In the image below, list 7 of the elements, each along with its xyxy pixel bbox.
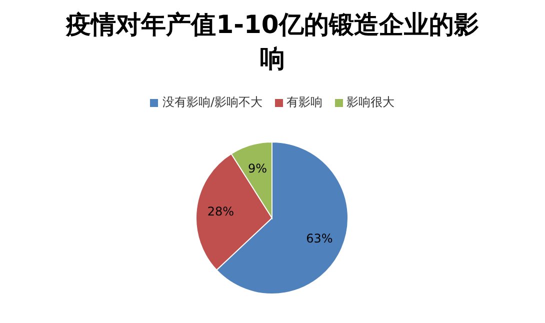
data-label: 9% xyxy=(248,161,268,176)
chart-title: 疫情对年产值1-10亿的锻造企业的影响 xyxy=(64,9,480,75)
legend-label: 影响很大 xyxy=(346,95,395,109)
data-label: 63% xyxy=(306,232,333,246)
legend-label: 没有影响/影响不大 xyxy=(162,95,263,109)
data-label: 28% xyxy=(207,204,234,219)
legend-label: 有影响 xyxy=(286,95,323,109)
